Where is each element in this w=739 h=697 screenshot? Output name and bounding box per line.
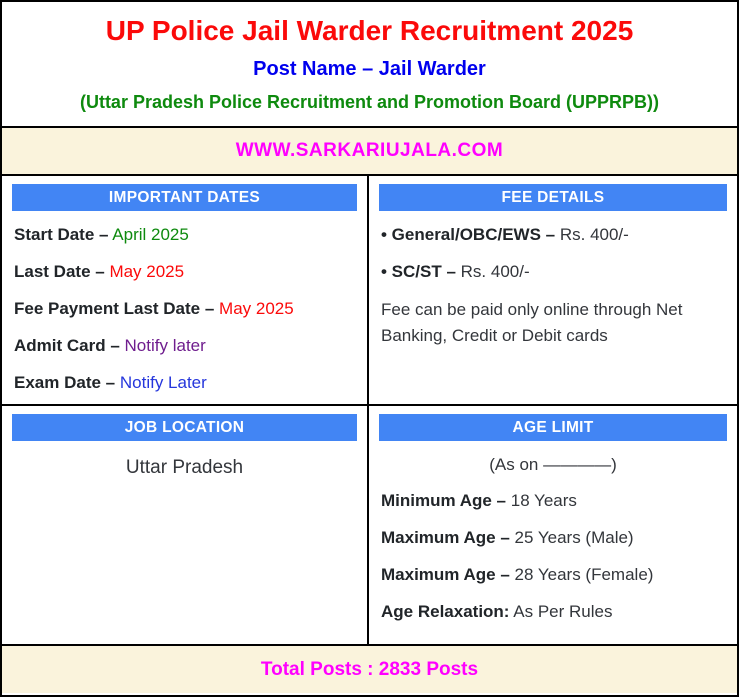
- age-value: As Per Rules: [513, 602, 613, 621]
- age-as-on-note: (As on ————): [489, 455, 617, 474]
- date-item: Fee Payment Last Date – May 2025: [14, 295, 355, 322]
- total-posts-banner: Total Posts : 2833 Posts: [2, 646, 737, 693]
- date-item: Start Date – April 2025: [14, 221, 355, 248]
- dates-fees-row: IMPORTANT DATES Start Date – April 2025 …: [2, 176, 737, 406]
- age-label: Maximum Age –: [381, 528, 510, 547]
- date-label: Admit Card –: [14, 336, 120, 355]
- job-location-heading: JOB LOCATION: [12, 414, 357, 441]
- age-value: 28 Years (Female): [514, 565, 654, 584]
- age-item: Age Relaxation: As Per Rules: [381, 598, 725, 625]
- date-value: May 2025: [219, 299, 294, 318]
- date-value: April 2025: [112, 225, 189, 244]
- job-location-value: Uttar Pradesh: [125, 457, 244, 478]
- page-title: UP Police Jail Warder Recruitment 2025: [105, 15, 634, 46]
- age-item: Minimum Age – 18 Years: [381, 487, 725, 514]
- fee-item: • General/OBC/EWS – Rs. 400/-: [381, 221, 725, 248]
- date-value: Notify Later: [119, 373, 207, 392]
- date-label: Start Date –: [14, 225, 109, 244]
- total-posts-text: Total Posts : 2833 Posts: [260, 658, 479, 680]
- age-value: 18 Years: [510, 491, 577, 510]
- date-value: Notify later: [124, 336, 206, 355]
- age-limit-section: AGE LIMIT (As on ————) Minimum Age – 18 …: [369, 406, 737, 644]
- age-label: Minimum Age –: [381, 491, 506, 510]
- fee-item: • SC/ST – Rs. 400/-: [381, 258, 725, 285]
- post-name-subtitle: Post Name – Jail Warder: [253, 58, 486, 80]
- important-dates-heading: IMPORTANT DATES: [12, 184, 357, 211]
- age-item: Maximum Age – 28 Years (Female): [381, 561, 725, 588]
- fee-label: • General/OBC/EWS –: [381, 225, 556, 244]
- website-link[interactable]: WWW.SARKARIUJALA.COM: [235, 140, 504, 161]
- website-banner: WWW.SARKARIUJALA.COM: [2, 128, 737, 176]
- date-label: Fee Payment Last Date –: [14, 299, 215, 318]
- age-limit-heading: AGE LIMIT: [379, 414, 727, 441]
- location-age-row: JOB LOCATION Uttar Pradesh AGE LIMIT (As…: [2, 406, 737, 646]
- fee-value: Rs. 400/-: [460, 262, 530, 281]
- fee-details-section: FEE DETAILS • General/OBC/EWS – Rs. 400/…: [369, 176, 737, 404]
- important-dates-section: IMPORTANT DATES Start Date – April 2025 …: [2, 176, 369, 404]
- age-item: Maximum Age – 25 Years (Male): [381, 524, 725, 551]
- age-label: Age Relaxation:: [381, 602, 510, 621]
- fee-label: • SC/ST –: [381, 262, 456, 281]
- date-value: May 2025: [109, 262, 185, 281]
- date-label: Exam Date –: [14, 373, 116, 392]
- fee-details-heading: FEE DETAILS: [379, 184, 727, 211]
- date-item: Exam Date – Notify Later: [14, 369, 355, 396]
- date-label: Last Date –: [14, 262, 105, 281]
- fee-value: Rs. 400/-: [559, 225, 629, 244]
- header: UP Police Jail Warder Recruitment 2025 P…: [2, 2, 737, 128]
- age-value: 25 Years (Male): [514, 528, 634, 547]
- age-label: Maximum Age –: [381, 565, 510, 584]
- fee-payment-note: Fee can be paid only online through Net …: [381, 300, 683, 345]
- job-location-section: JOB LOCATION Uttar Pradesh: [2, 406, 369, 644]
- board-name: (Uttar Pradesh Police Recruitment and Pr…: [79, 92, 660, 112]
- date-item: Admit Card – Notify later: [14, 332, 355, 359]
- date-item: Last Date – May 2025: [14, 258, 355, 285]
